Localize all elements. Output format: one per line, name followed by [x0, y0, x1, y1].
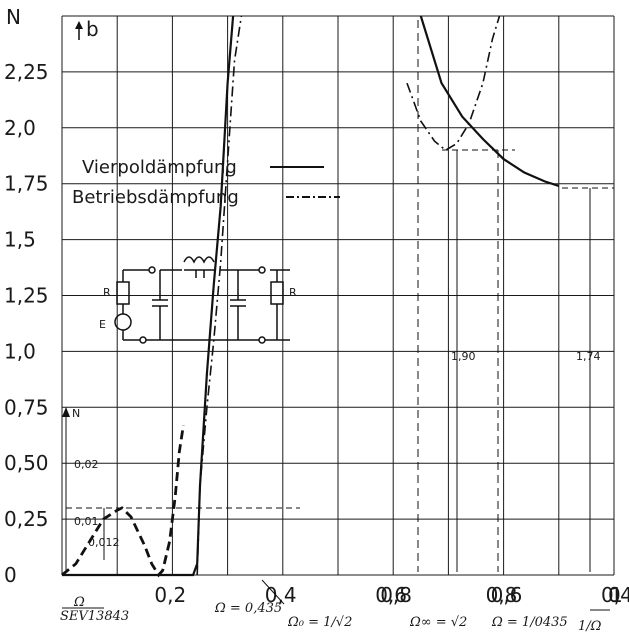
y-tick-label: 0	[4, 563, 17, 587]
annotation-omega-inf: Ω∞ = √2	[409, 615, 467, 630]
y-tick-label: 0,50	[4, 451, 49, 475]
resistor-label: R	[289, 286, 297, 299]
x-tick-label: 0,6	[375, 583, 407, 607]
resistor-right	[270, 281, 284, 305]
x-tick-label: 0,2	[154, 583, 186, 607]
annotation-omega-0435: Ω = 0,435	[214, 601, 282, 616]
capacitor-right	[230, 270, 246, 340]
annotation-omega-right: Ω = 1/0435	[491, 615, 568, 630]
x-tick-label: 0,4	[265, 583, 297, 607]
x-tick-label: 0,6	[491, 583, 523, 607]
terminal	[148, 266, 156, 274]
resistor-label: R	[103, 286, 111, 299]
figure-code: SEV13843	[60, 609, 129, 624]
x-tick-label: 0,8	[486, 583, 518, 607]
arrow-label: b	[86, 17, 99, 41]
annotation-pointer	[261, 579, 285, 605]
series-line	[62, 15, 235, 577]
inset-tick: 0,01	[74, 515, 99, 528]
inset-axis-label: N	[72, 407, 80, 420]
x-tick-label: 0,4	[601, 583, 629, 607]
series-line	[406, 15, 501, 152]
value-190: 1,90	[451, 350, 476, 363]
x-tick-label: 0	[608, 583, 621, 607]
curves	[61, 15, 560, 578]
x-axis-label-right: 1/Ω	[578, 619, 602, 634]
resistor-left	[116, 281, 130, 305]
annotation-omega-0: Ω₀ = 1/√2	[287, 615, 352, 630]
series-line	[61, 424, 185, 578]
circuit-diagram	[114, 256, 290, 344]
source-label: E	[99, 318, 106, 331]
legend-label: Betriebsdämpfung	[72, 187, 239, 208]
x-tick-label: 1	[610, 583, 623, 607]
value-174: 1,74	[576, 350, 601, 363]
annotations: Vierpoldämpfung Betriebsdämpfung 1,90 1,74 N…	[60, 20, 614, 630]
terminal	[258, 336, 266, 344]
y-axis-label: N	[6, 5, 21, 29]
y-tick-label: 0,25	[4, 507, 49, 531]
grid	[61, 15, 615, 576]
terminal	[139, 336, 147, 344]
y-tick-label: 1,75	[4, 172, 49, 196]
y-tick-label: 0,75	[4, 395, 49, 419]
y-tick-label: 2,0	[4, 116, 36, 140]
x-tick-label: 0,8	[380, 583, 412, 607]
inset-tick: 0,02	[74, 458, 99, 471]
legend-label: Vierpoldämpfung	[82, 157, 237, 178]
inductor-icon	[183, 256, 216, 278]
terminal	[258, 266, 266, 274]
series-line	[196, 15, 243, 576]
series-line	[419, 15, 560, 187]
capacitor-left	[152, 270, 168, 340]
y-tick-label: 1,0	[4, 339, 36, 363]
y-tick-label: 2,25	[4, 60, 49, 84]
circuit-wire	[122, 270, 278, 340]
x-axis-label-left: Ω	[73, 595, 85, 610]
b-arrowhead	[75, 21, 83, 29]
tick-labels: 0 0,25 0,50 0,75 1,0 1,25 1,5 1,75 2,0 2,25 N b 0,2 0…	[4, 5, 629, 634]
y-tick-label: 1,25	[4, 284, 49, 308]
inset-arrow	[62, 407, 70, 417]
y-tick-label: 1,5	[4, 228, 36, 252]
circuit-wire	[123, 269, 290, 341]
